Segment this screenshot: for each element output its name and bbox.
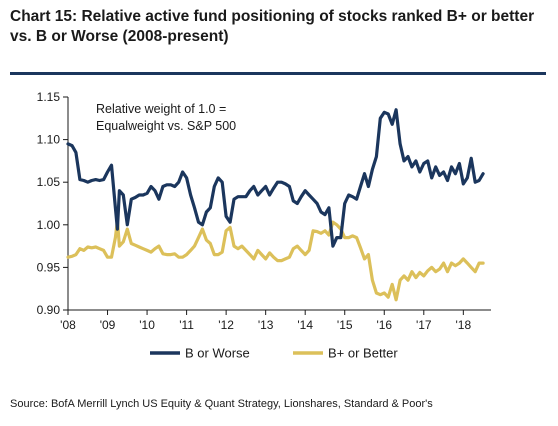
series-line-b-or-better	[66, 218, 485, 302]
x-tick-label: '17	[416, 318, 432, 332]
y-tick-label: 1.10	[37, 133, 61, 147]
legend: B or Worse B+ or Better	[150, 346, 398, 361]
series-line-b-or-worse	[66, 108, 485, 248]
x-tick-label: '15	[337, 318, 353, 332]
y-tick-label: 1.00	[37, 218, 61, 232]
x-tick-label: '11	[179, 318, 194, 332]
x-tick-label: '09	[100, 318, 116, 332]
series-lines	[66, 108, 485, 302]
title-line-1: Chart 15: Relative active fund positioni…	[10, 8, 535, 25]
source-note: Source: BofA Merrill Lynch US Equity & Q…	[10, 398, 433, 410]
y-tick-label: 0.90	[37, 303, 61, 317]
legend-label-b-or-better: B+ or Better	[328, 346, 398, 361]
axes: 0.90 0.95 1.00 1.05 1.10 1.15 '08 '09 '10 '11 '12 '…	[37, 90, 491, 332]
title-rule	[10, 72, 546, 75]
x-tick-label: '18	[456, 318, 472, 332]
legend-label-b-or-worse: B or Worse	[185, 346, 250, 361]
annotation-line-1: Relative weight of 1.0 =	[96, 102, 226, 116]
chart-title: Chart 15: Relative active fund positioni…	[10, 7, 550, 47]
y-tick-label: 0.95	[37, 260, 61, 274]
y-tick-label: 1.05	[37, 175, 61, 189]
y-tick-label: 1.15	[37, 90, 61, 104]
x-tick-label: '12	[218, 318, 234, 332]
x-tick-label: '10	[139, 318, 155, 332]
x-tick-label: '14	[297, 318, 313, 332]
x-tick-label: '08	[60, 318, 76, 332]
line-chart: 0.90 0.95 1.00 1.05 1.10 1.15 '08 '09 '10 '11 '12 '…	[37, 90, 491, 361]
x-tick-label: '16	[376, 318, 392, 332]
x-tick-label: '13	[258, 318, 274, 332]
title-line-2: vs. B or Worse (2008-present)	[10, 28, 229, 45]
annotation-line-2: Equalweight vs. S&P 500	[96, 119, 236, 133]
